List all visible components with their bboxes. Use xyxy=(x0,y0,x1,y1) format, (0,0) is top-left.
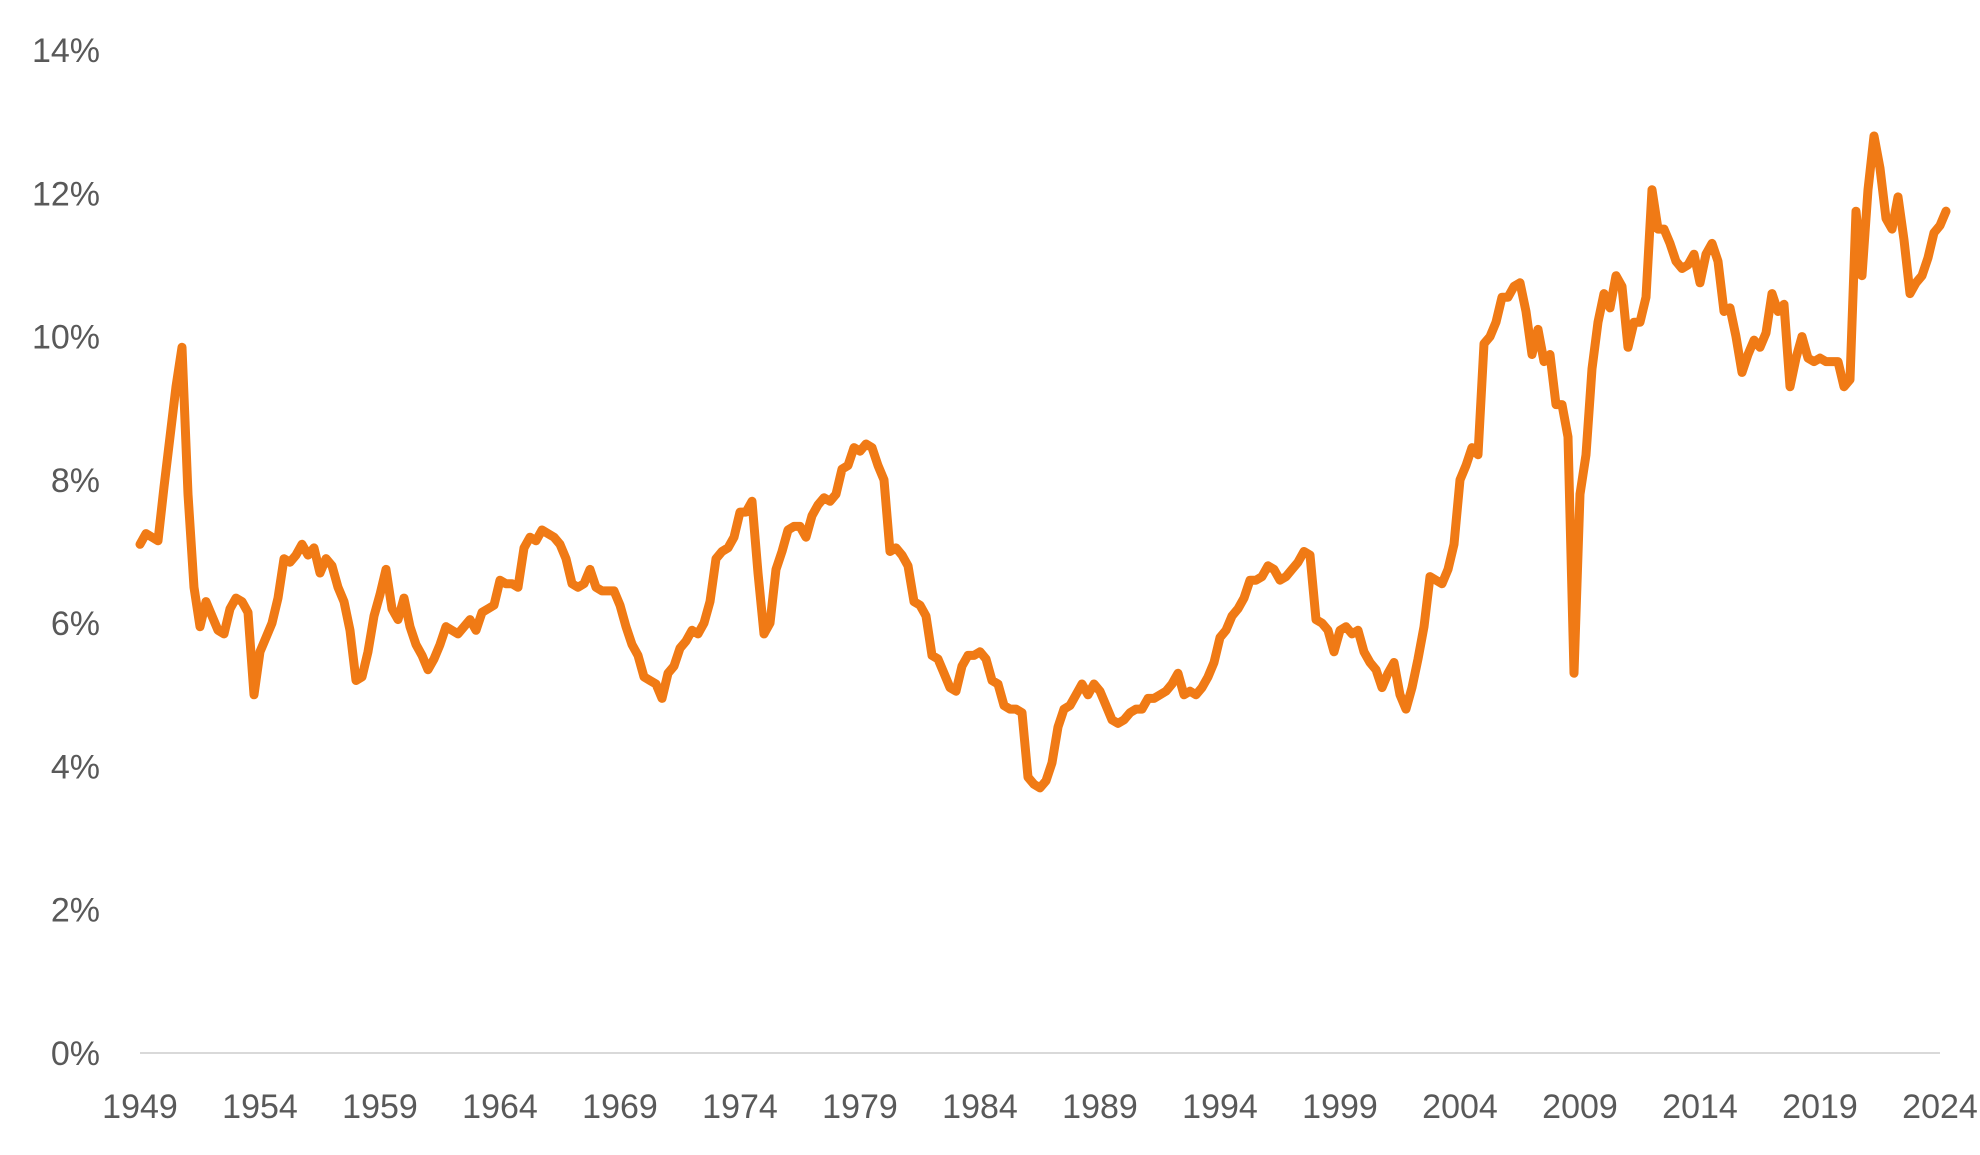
y-tick-label: 10% xyxy=(32,319,100,357)
y-tick-label: 8% xyxy=(51,462,100,500)
x-tick-label: 1959 xyxy=(342,1088,418,1126)
x-tick-label: 1999 xyxy=(1302,1088,1378,1126)
x-tick-label: 1994 xyxy=(1182,1088,1258,1126)
series-layer xyxy=(135,131,1951,793)
y-tick-label: 2% xyxy=(51,892,100,930)
x-tick-label: 2009 xyxy=(1542,1088,1618,1126)
x-tick-label: 1979 xyxy=(822,1088,898,1126)
y-tick-label: 4% xyxy=(51,748,100,786)
x-tick-label: 1954 xyxy=(222,1088,298,1126)
x-tick-label: 1949 xyxy=(102,1088,178,1126)
x-tick-label: 1989 xyxy=(1062,1088,1138,1126)
y-tick-label: 0% xyxy=(51,1035,100,1073)
x-tick-label: 2014 xyxy=(1662,1088,1738,1126)
x-axis-ticks: 1949 1954 1959 1964 1969 1974 1979 1984 1989 1994… xyxy=(102,1088,1978,1126)
y-tick-label: 14% xyxy=(32,32,100,70)
x-tick-label: 2004 xyxy=(1422,1088,1498,1126)
series-line xyxy=(135,131,1951,793)
x-tick-label: 1984 xyxy=(942,1088,1018,1126)
x-tick-label: 1974 xyxy=(702,1088,778,1126)
x-tick-label: 2024 xyxy=(1902,1088,1978,1126)
y-tick-label: 12% xyxy=(32,175,100,213)
y-axis-ticks: 0% 2% 4% 6% 8% 10% 12% 14% xyxy=(32,32,100,1073)
y-tick-label: 6% xyxy=(51,605,100,643)
x-tick-label: 1964 xyxy=(462,1088,538,1126)
x-tick-label: 1969 xyxy=(582,1088,658,1126)
x-tick-label: 2019 xyxy=(1782,1088,1858,1126)
